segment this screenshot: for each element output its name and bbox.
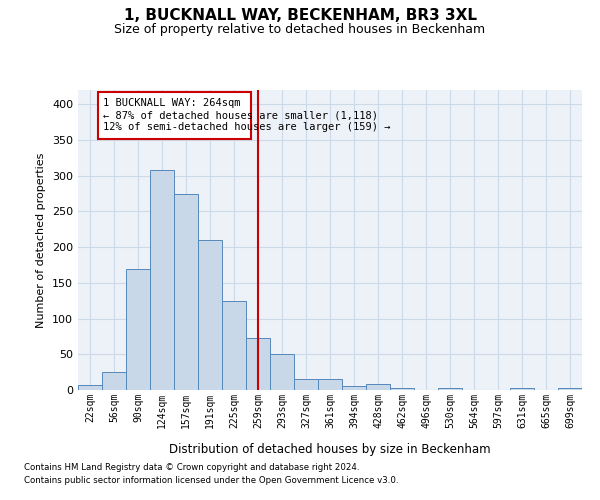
- Text: Size of property relative to detached houses in Beckenham: Size of property relative to detached ho…: [115, 22, 485, 36]
- Bar: [294, 380, 318, 390]
- Text: Contains public sector information licensed under the Open Government Licence v3: Contains public sector information licen…: [24, 476, 398, 485]
- Bar: [342, 386, 366, 390]
- Bar: [270, 354, 294, 390]
- Bar: [390, 388, 414, 390]
- Bar: [102, 372, 126, 390]
- Bar: [174, 194, 198, 390]
- FancyBboxPatch shape: [98, 92, 251, 138]
- Bar: [78, 385, 102, 390]
- Bar: [558, 388, 582, 390]
- Bar: [150, 170, 174, 390]
- Text: 12% of semi-detached houses are larger (159) →: 12% of semi-detached houses are larger (…: [103, 122, 391, 132]
- Bar: [510, 388, 534, 390]
- Bar: [438, 388, 462, 390]
- Bar: [366, 384, 390, 390]
- Bar: [222, 300, 246, 390]
- Text: 1, BUCKNALL WAY, BECKENHAM, BR3 3XL: 1, BUCKNALL WAY, BECKENHAM, BR3 3XL: [124, 8, 476, 22]
- Text: Distribution of detached houses by size in Beckenham: Distribution of detached houses by size …: [169, 442, 491, 456]
- Bar: [318, 380, 342, 390]
- Bar: [198, 240, 222, 390]
- Text: ← 87% of detached houses are smaller (1,118): ← 87% of detached houses are smaller (1,…: [103, 110, 378, 120]
- Bar: [126, 268, 150, 390]
- Text: 1 BUCKNALL WAY: 264sqm: 1 BUCKNALL WAY: 264sqm: [103, 98, 241, 108]
- Y-axis label: Number of detached properties: Number of detached properties: [37, 152, 46, 328]
- Text: Contains HM Land Registry data © Crown copyright and database right 2024.: Contains HM Land Registry data © Crown c…: [24, 464, 359, 472]
- Bar: [246, 338, 270, 390]
